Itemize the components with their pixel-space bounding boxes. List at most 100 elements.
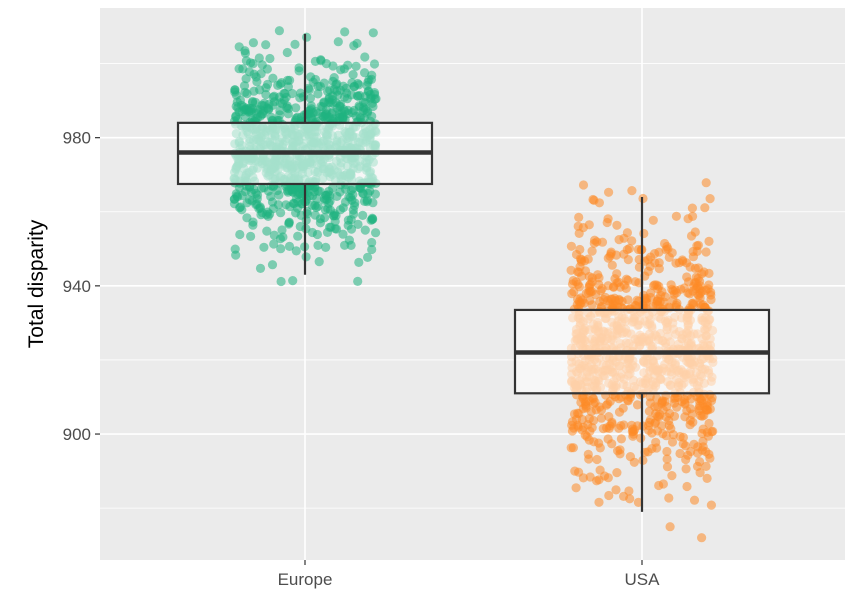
data-point (367, 244, 377, 255)
data-point (234, 42, 244, 52)
data-point (340, 184, 351, 194)
data-point (575, 254, 586, 264)
data-point (231, 250, 241, 260)
data-point (340, 27, 350, 37)
data-point (354, 257, 364, 267)
data-point (284, 241, 295, 251)
data-point (577, 271, 587, 281)
data-point (291, 103, 301, 113)
data-point (632, 400, 643, 410)
data-point (650, 402, 660, 412)
data-point (630, 277, 640, 287)
data-point (677, 396, 687, 407)
data-point (621, 274, 632, 284)
data-point (639, 228, 649, 239)
data-point (575, 299, 585, 309)
data-point (254, 53, 264, 63)
data-point (612, 269, 622, 279)
data-point (275, 234, 285, 244)
data-point (654, 264, 664, 274)
data-point (334, 112, 344, 122)
data-point (611, 485, 621, 495)
data-point (343, 60, 353, 70)
data-point (263, 79, 273, 89)
data-point (295, 93, 305, 103)
data-point (360, 91, 370, 101)
data-point (240, 87, 250, 97)
data-point (703, 431, 714, 441)
data-point (363, 188, 373, 198)
data-point (259, 242, 269, 252)
data-point (678, 439, 688, 449)
data-point (633, 497, 644, 507)
data-point (706, 500, 717, 510)
data-point (566, 265, 576, 275)
data-point (360, 68, 370, 78)
data-point (321, 242, 331, 252)
data-point (682, 272, 692, 282)
data-point (349, 82, 359, 92)
data-point (246, 231, 256, 241)
data-point (605, 251, 615, 261)
data-point (368, 198, 378, 208)
data-point (675, 448, 685, 459)
data-point (596, 405, 607, 415)
data-point (246, 58, 256, 68)
data-point (645, 252, 656, 262)
data-point (575, 244, 585, 255)
data-point (336, 65, 346, 75)
data-point (333, 37, 343, 47)
data-point (569, 409, 580, 419)
data-point (359, 113, 369, 123)
data-point (276, 208, 286, 218)
data-point (369, 59, 380, 69)
data-point (689, 299, 699, 310)
data-point (594, 198, 605, 208)
data-point (360, 52, 370, 62)
data-point (660, 292, 670, 302)
data-point (269, 239, 279, 249)
data-point (580, 430, 590, 440)
data-point (597, 237, 608, 247)
data-point (266, 112, 276, 122)
data-point (296, 210, 306, 220)
data-point (571, 483, 581, 493)
data-point (690, 227, 700, 237)
data-point (335, 101, 345, 111)
data-point (662, 454, 672, 464)
data-point (668, 295, 678, 305)
data-point (351, 61, 361, 71)
data-point (261, 90, 271, 100)
data-point (592, 476, 602, 486)
data-point (575, 262, 585, 272)
data-point (584, 220, 594, 230)
data-point (651, 409, 661, 419)
data-point (291, 246, 301, 256)
data-point (313, 240, 323, 250)
data-point (302, 32, 312, 42)
axes: 900 940 980 Europe USA (63, 129, 661, 589)
data-point (667, 471, 677, 481)
data-point (686, 446, 696, 457)
data-point (687, 203, 698, 213)
data-point (242, 213, 252, 223)
data-point (248, 38, 258, 48)
data-point (594, 497, 604, 507)
data-point (587, 246, 597, 256)
data-point (704, 280, 714, 290)
data-point (346, 224, 357, 234)
data-point (658, 479, 669, 489)
data-point (244, 67, 254, 77)
data-point (665, 408, 675, 419)
data-point (603, 296, 613, 306)
data-point (335, 205, 345, 215)
data-point (283, 104, 293, 114)
data-point (657, 396, 668, 406)
data-point (683, 214, 693, 224)
data-point (274, 26, 284, 36)
y-tick-label: 940 (63, 277, 91, 296)
data-point (691, 278, 701, 288)
data-point (285, 202, 295, 212)
data-point (695, 457, 705, 467)
data-point (700, 203, 710, 213)
